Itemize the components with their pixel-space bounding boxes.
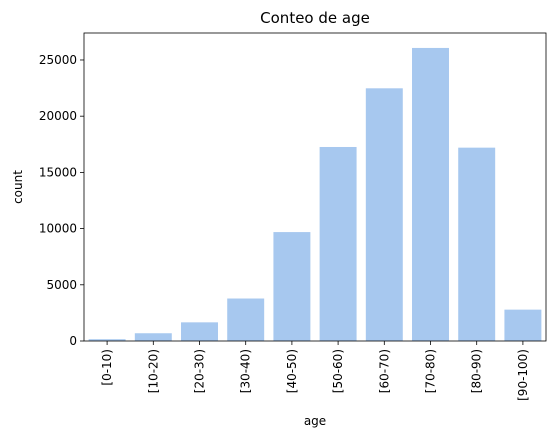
x-axis-ticks: [0-10) [10-20) [20-30) [30-40) [40-50) [50-60… [100, 341, 530, 401]
bar-0 [88, 339, 126, 341]
bar-3 [227, 298, 265, 341]
bar-1 [134, 333, 172, 341]
chart-title: Conteo de age [260, 9, 370, 27]
bar-2 [181, 322, 218, 341]
x-tick-label-6: [60-70) [377, 349, 391, 393]
bar-8 [458, 147, 496, 341]
bar-5 [319, 146, 357, 341]
y-tick-label-5: 25000 [39, 53, 77, 67]
y-axis-label: count [11, 170, 25, 204]
y-tick-label-2: 10000 [39, 222, 77, 236]
x-axis-label: age [304, 414, 326, 428]
y-tick-label-3: 15000 [39, 165, 77, 179]
y-tick-label-1: 5000 [46, 278, 77, 292]
bar-4 [273, 232, 311, 341]
y-axis-ticks: 0 5000 10000 15000 20000 25000 [39, 53, 84, 348]
y-tick-label-4: 20000 [39, 109, 77, 123]
bar-7 [412, 47, 449, 341]
bars-group [88, 47, 542, 341]
x-tick-label-8: [80-90) [470, 349, 484, 393]
x-tick-label-9: [90-100) [516, 349, 530, 401]
x-tick-label-0: [0-10) [100, 349, 114, 386]
x-tick-label-4: [40-50) [285, 349, 299, 393]
x-tick-label-2: [20-30) [193, 349, 207, 393]
y-tick-label-0: 0 [69, 334, 77, 348]
bar-6 [365, 88, 403, 341]
x-tick-label-1: [10-20) [146, 349, 160, 393]
x-tick-label-7: [70-80) [424, 349, 438, 393]
plot-frame [83, 32, 547, 342]
x-tick-label-3: [30-40) [239, 349, 253, 393]
x-tick-label-5: [50-60) [331, 349, 345, 393]
bar-9 [504, 309, 542, 341]
